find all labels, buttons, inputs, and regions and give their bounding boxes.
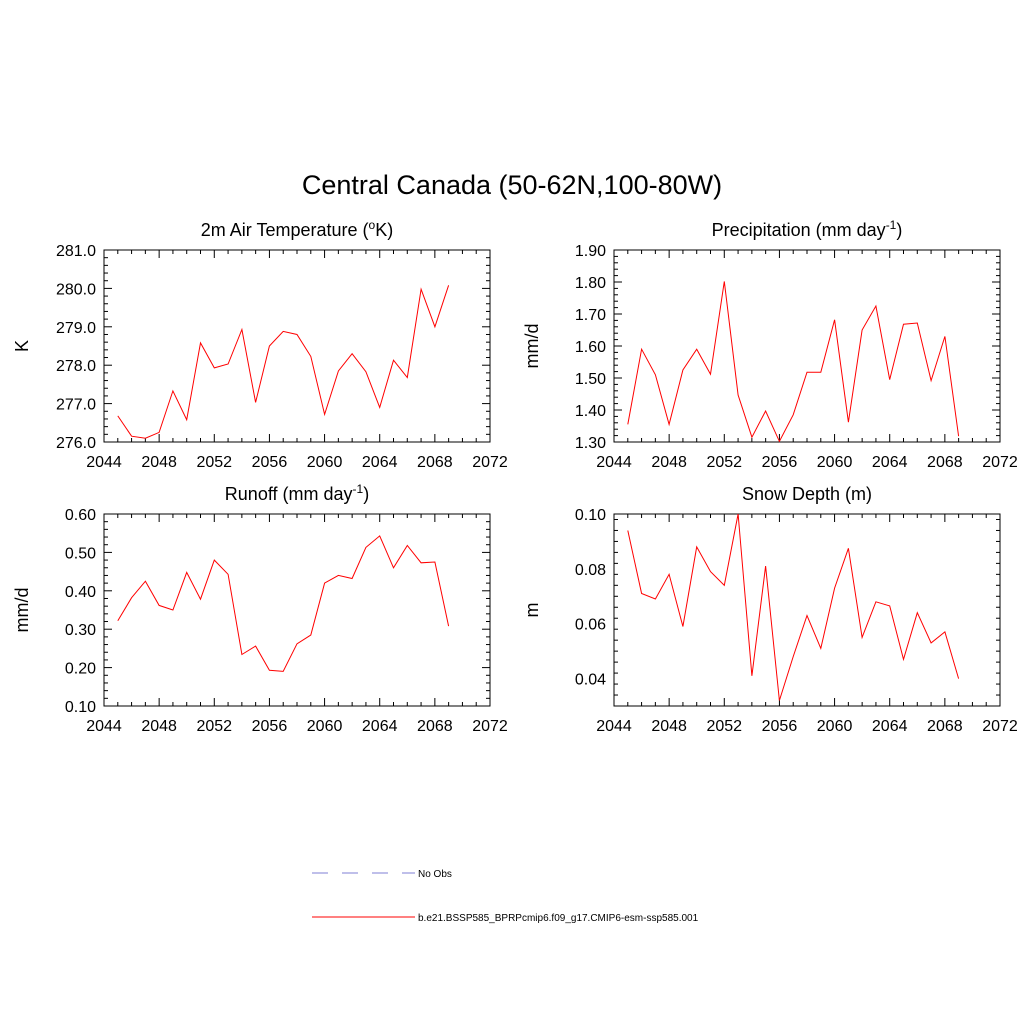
- x-tick-label: 2048: [651, 454, 687, 471]
- x-tick-label: 2068: [927, 454, 963, 471]
- panel-title: 2m Air Temperature (oK): [201, 218, 393, 240]
- series-line-1: [627, 513, 960, 701]
- y-tick-label: 0.20: [65, 661, 96, 678]
- legend-model-label: b.e21.BSSP585_BPRPcmip6.f09_g17.CMIP6-es…: [418, 913, 699, 924]
- x-tick-label: 2044: [86, 454, 122, 471]
- x-tick-label: 2060: [307, 454, 343, 471]
- y-tick-label: 279.0: [56, 320, 96, 337]
- chart-panel-3: 2044 2048 2052 2056 2060 2064 2068 2072 0.10 0.20…: [12, 482, 508, 735]
- y-tick-label: 276.0: [56, 435, 96, 452]
- plot-frame: [103, 249, 491, 443]
- x-tick-label: 2060: [817, 718, 853, 735]
- y-tick-label: 281.0: [56, 243, 96, 260]
- x-tick-label: 2044: [596, 454, 632, 471]
- series-line-1: [627, 281, 960, 443]
- x-tick-label: 2072: [982, 454, 1018, 471]
- y-tick-label: 280.0: [56, 281, 96, 298]
- plot-frame: [613, 513, 1001, 707]
- panel-title-sup: -1: [353, 482, 364, 496]
- x-tick-label: 2060: [307, 718, 343, 735]
- y-tick-label: 0.40: [65, 584, 96, 601]
- panel-title-tail: ): [896, 220, 902, 240]
- x-tick-label: 2072: [472, 454, 508, 471]
- y-tick-label: 0.30: [65, 622, 96, 639]
- y-tick-label: 0.60: [65, 507, 96, 524]
- y-tick-label: 0.04: [575, 672, 606, 689]
- panel-title-sup: -1: [886, 218, 897, 232]
- x-tick-label: 2064: [872, 454, 908, 471]
- y-tick-label: 1.50: [575, 371, 606, 388]
- y-axis-label: mm/d: [522, 324, 542, 369]
- x-tick-label: 2068: [417, 454, 453, 471]
- y-tick-label: 1.70: [575, 307, 606, 324]
- y-tick-label: 1.90: [575, 243, 606, 260]
- y-axis-label: K: [12, 340, 32, 352]
- x-tick-label: 2052: [706, 454, 742, 471]
- panel-title-text: Runoff (mm day: [225, 484, 353, 504]
- x-tick-label: 2056: [252, 718, 288, 735]
- x-tick-label: 2052: [196, 718, 232, 735]
- y-tick-label: 0.10: [575, 507, 606, 524]
- x-tick-label: 2068: [417, 718, 453, 735]
- x-tick-label: 2044: [596, 718, 632, 735]
- panel-title-text: Snow Depth (m): [742, 484, 872, 504]
- chart-panel-4: 2044 2048 2052 2056 2060 2064 2068 2072 0.04 0.06…: [522, 484, 1018, 735]
- page-title: Central Canada (50-62N,100-80W): [301, 170, 723, 200]
- x-tick-label: 2044: [86, 718, 122, 735]
- x-tick-label: 2056: [762, 454, 798, 471]
- x-tick-label: 2072: [472, 718, 508, 735]
- y-axis-label: mm/d: [12, 588, 32, 633]
- panel-title-tail: ): [363, 484, 369, 504]
- y-tick-label: 1.40: [575, 403, 606, 420]
- x-tick-label: 2068: [927, 718, 963, 735]
- legend: No Obs b.e21.BSSP585_BPRPcmip6.f09_g17.CM…: [312, 869, 699, 924]
- x-tick-label: 2056: [252, 454, 288, 471]
- y-tick-label: 277.0: [56, 397, 96, 414]
- x-tick-label: 2072: [982, 718, 1018, 735]
- panel-title: Precipitation (mm day-1): [712, 218, 903, 240]
- y-tick-label: 1.60: [575, 339, 606, 356]
- panel-title-tail: K): [375, 220, 393, 240]
- x-tick-label: 2048: [141, 718, 177, 735]
- x-tick-label: 2064: [362, 718, 398, 735]
- legend-obs-label: No Obs: [418, 869, 452, 880]
- series-line-1: [117, 535, 450, 672]
- chart-panel-1: 2044 2048 2052 2056 2060 2064 2068 2072 276.0 277…: [12, 218, 508, 471]
- y-tick-label: 0.10: [65, 699, 96, 716]
- panel-title: Runoff (mm day-1): [225, 482, 369, 504]
- y-tick-label: 278.0: [56, 358, 96, 375]
- series-line-1: [117, 285, 450, 439]
- plot-frame: [103, 513, 491, 707]
- x-tick-label: 2056: [762, 718, 798, 735]
- x-tick-label: 2064: [362, 454, 398, 471]
- x-tick-label: 2048: [141, 454, 177, 471]
- x-tick-label: 2064: [872, 718, 908, 735]
- y-tick-label: 0.50: [65, 545, 96, 562]
- x-tick-label: 2052: [196, 454, 232, 471]
- y-tick-label: 1.30: [575, 435, 606, 452]
- y-tick-label: 0.06: [575, 617, 606, 634]
- panel-title: Snow Depth (m): [742, 484, 872, 504]
- panel-title-sup: o: [369, 218, 376, 232]
- panel-title-text: 2m Air Temperature (: [201, 220, 369, 240]
- x-tick-label: 2048: [651, 718, 687, 735]
- x-tick-label: 2060: [817, 454, 853, 471]
- y-tick-label: 0.08: [575, 562, 606, 579]
- chart-panel-2: 2044 2048 2052 2056 2060 2064 2068 2072 1.30 1.40…: [522, 218, 1018, 471]
- x-tick-label: 2052: [706, 718, 742, 735]
- panel-title-text: Precipitation (mm day: [712, 220, 886, 240]
- y-tick-label: 1.80: [575, 275, 606, 292]
- y-axis-label: m: [522, 603, 542, 618]
